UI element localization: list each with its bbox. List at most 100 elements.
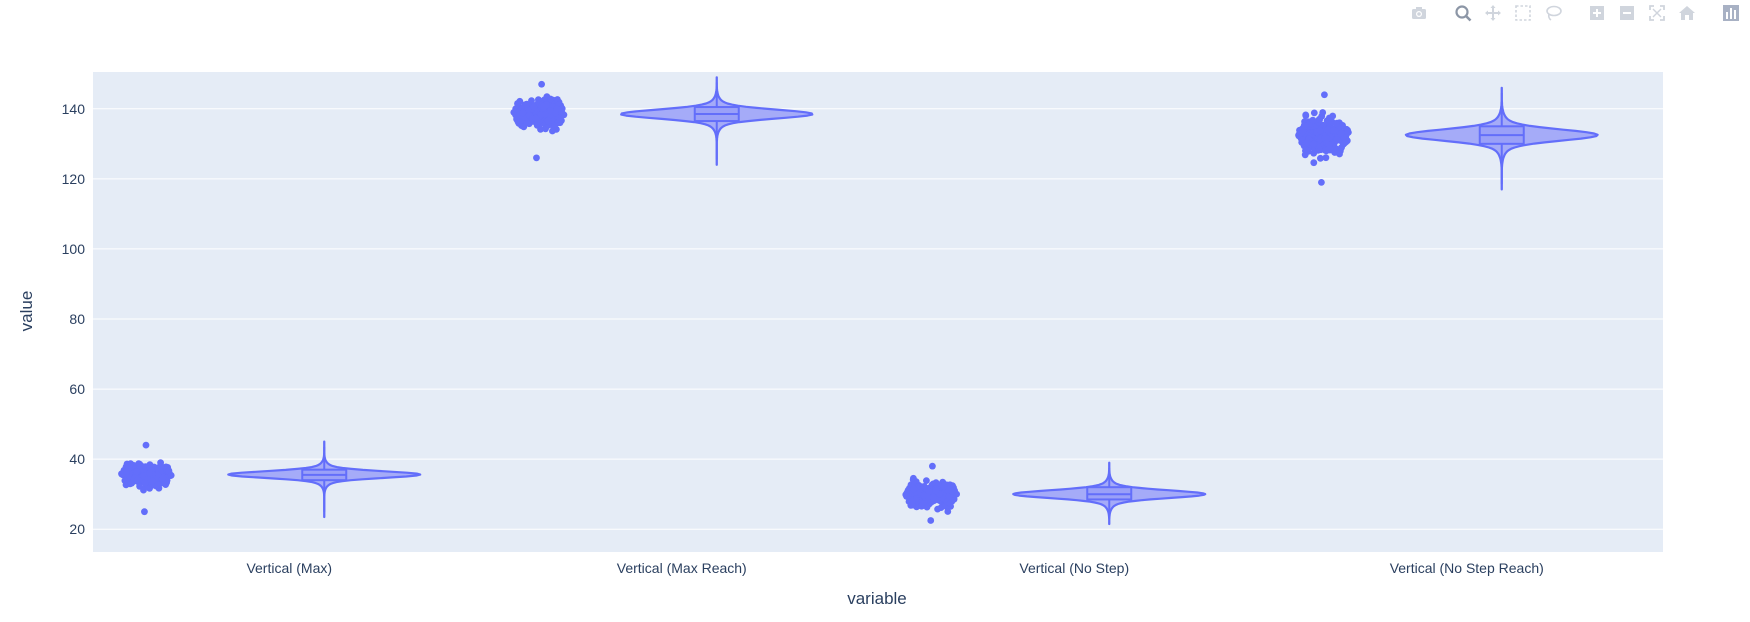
zoom-icon[interactable] [1450, 0, 1476, 26]
data-point [1302, 111, 1310, 119]
data-point [910, 477, 918, 485]
data-point [121, 477, 129, 484]
y-tick-label: 60 [69, 381, 85, 397]
zoom-out-icon[interactable] [1614, 0, 1640, 26]
data-point [1322, 154, 1330, 162]
x-axis-ticks: Vertical (Max) Vertical (Max Reach) Vertic… [246, 560, 1543, 576]
data-point [1337, 129, 1345, 137]
x-axis-title: variable [847, 589, 907, 608]
y-axis-title: value [17, 291, 36, 332]
camera-icon[interactable] [1406, 0, 1432, 26]
data-point [910, 485, 917, 493]
data-point [1317, 154, 1324, 162]
data-point [927, 517, 935, 524]
data-point [1316, 136, 1324, 144]
data-point [544, 117, 552, 125]
reset-axes-icon[interactable] [1674, 0, 1700, 26]
data-point [127, 479, 135, 487]
data-point [930, 493, 937, 501]
data-point [1301, 122, 1309, 130]
plotly-logo-icon[interactable] [1718, 0, 1744, 26]
data-point [533, 154, 540, 162]
data-point [923, 503, 931, 511]
data-point [1310, 109, 1318, 117]
data-point [948, 488, 956, 495]
data-point [918, 502, 925, 510]
data-point [1329, 112, 1337, 120]
x-tick-label: Vertical (No Step) [1019, 560, 1129, 576]
y-tick-label: 120 [62, 171, 86, 187]
data-point [539, 102, 547, 110]
data-point [537, 125, 544, 133]
data-point [535, 96, 542, 104]
x-tick-label: Vertical (Max Reach) [617, 560, 747, 576]
data-point [523, 100, 531, 108]
data-point [558, 105, 566, 112]
data-point [932, 487, 940, 495]
data-point [554, 96, 561, 103]
data-point [553, 105, 561, 113]
data-point [1333, 136, 1341, 144]
data-point [1310, 159, 1318, 167]
data-point [903, 492, 910, 500]
box-select-icon[interactable] [1510, 0, 1536, 26]
data-point [1325, 140, 1333, 148]
data-point [1309, 116, 1317, 124]
data-point [123, 468, 130, 475]
data-point [530, 103, 538, 111]
data-point [523, 119, 531, 126]
data-point [1332, 120, 1340, 128]
y-tick-label: 80 [69, 311, 85, 327]
pan-icon[interactable] [1480, 0, 1506, 26]
y-tick-label: 20 [69, 521, 85, 537]
data-point [141, 508, 148, 516]
modebar [1406, 0, 1750, 26]
data-point [1299, 127, 1307, 135]
data-point [1316, 127, 1324, 135]
y-tick-label: 140 [62, 101, 86, 117]
x-tick-label: Vertical (No Step Reach) [1390, 560, 1544, 576]
data-point [134, 476, 141, 484]
data-point [1321, 91, 1328, 99]
data-point [920, 483, 928, 490]
data-point [1330, 126, 1337, 134]
points [118, 441, 175, 516]
data-point [1323, 117, 1331, 124]
data-point [940, 482, 948, 490]
data-point [165, 467, 173, 474]
data-point [904, 486, 912, 494]
violin-trace[interactable] [118, 440, 422, 519]
violin-trace[interactable] [1295, 86, 1599, 191]
data-point [133, 468, 141, 475]
data-point [1340, 139, 1348, 147]
data-point [1319, 109, 1327, 116]
y-tick-label: 40 [69, 451, 85, 467]
data-point [149, 477, 157, 485]
x-tick-label: Vertical (Max) [246, 560, 332, 576]
data-point [146, 469, 154, 477]
y-tick-label: 100 [62, 241, 86, 257]
data-point [547, 95, 554, 103]
violin-traces [118, 76, 1599, 526]
data-point [538, 80, 546, 88]
data-point [929, 462, 936, 470]
data-point [1302, 146, 1310, 154]
data-point [1310, 140, 1317, 148]
violin-trace[interactable] [902, 461, 1207, 526]
violin-trace[interactable] [510, 76, 814, 166]
data-point [923, 477, 930, 484]
data-point [944, 508, 952, 515]
y-gridlines [93, 108, 1663, 530]
data-point [920, 491, 928, 499]
data-point [136, 482, 144, 490]
data-point [1303, 139, 1311, 146]
data-point [1315, 115, 1323, 123]
points [1295, 91, 1352, 186]
zoom-in-icon[interactable] [1584, 0, 1610, 26]
data-point [1324, 126, 1332, 134]
points [510, 80, 568, 162]
data-point [946, 500, 954, 507]
autoscale-icon[interactable] [1644, 0, 1670, 26]
lasso-select-icon[interactable] [1540, 0, 1566, 26]
data-point [551, 122, 558, 130]
